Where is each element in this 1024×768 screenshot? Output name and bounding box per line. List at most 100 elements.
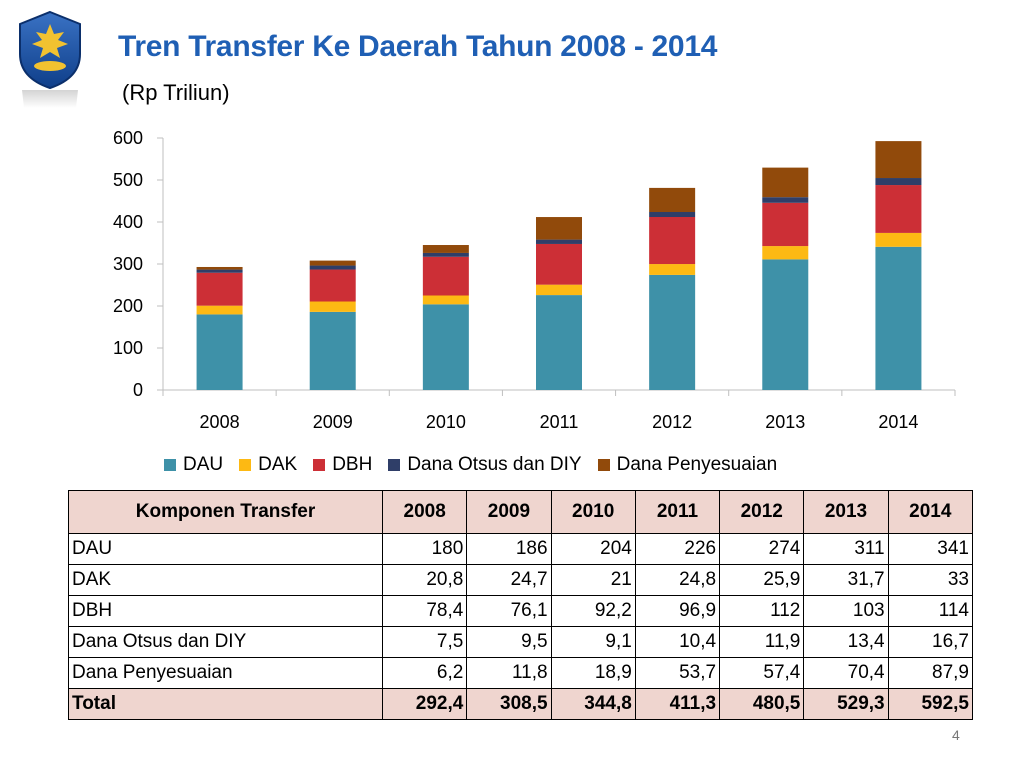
table-header-year: 2010 (550, 490, 636, 534)
value-cell: 204 (550, 533, 636, 565)
legend-item: DAK (239, 454, 297, 476)
bar-segment (196, 266, 243, 270)
bar-segment (309, 269, 356, 302)
total-value-cell: 344,8 (550, 688, 636, 720)
bar-segment (762, 167, 809, 198)
legend-swatch (239, 459, 252, 471)
bar-segment (875, 141, 922, 179)
legend-swatch (313, 459, 326, 471)
row-label-cell: Dana Otsus dan DIY (67, 626, 384, 658)
bar-segment (536, 295, 582, 390)
value-cell: 112 (719, 595, 805, 627)
value-cell: 11,9 (719, 626, 805, 658)
table-header-year: 2011 (634, 490, 721, 534)
table-row: DBH 78,4 76,1 92,2 96,9 112 103 114 (67, 595, 974, 627)
value-cell: 6,2 (382, 657, 468, 689)
bar-segment (422, 252, 469, 257)
legend-item: Dana Otsus dan DIY (388, 454, 582, 476)
page-number: 4 (952, 727, 960, 743)
legend-swatch (597, 459, 610, 471)
total-label-cell: Total (67, 688, 384, 720)
bar-segment (649, 217, 696, 265)
x-tick-label: 2011 (540, 412, 579, 432)
value-cell: 311 (803, 533, 889, 565)
value-cell: 96,9 (634, 595, 721, 627)
table-header-component: Komponen Transfer (67, 490, 384, 534)
table-row: DAK 20,8 24,7 21 24,8 25,9 31,7 33 (67, 564, 974, 596)
total-value-cell: 308,5 (466, 688, 552, 720)
value-cell: 87,9 (887, 657, 974, 689)
value-cell: 92,2 (550, 595, 636, 627)
bar-segment (422, 245, 469, 253)
bar-segment (649, 264, 696, 275)
table-header-year: 2014 (887, 490, 974, 534)
value-cell: 78,4 (382, 595, 468, 627)
table-row: Dana Otsus dan DIY 7,5 9,5 9,1 10,4 11,9 13,4 1… (67, 626, 974, 658)
table-total-row: Total 292,4 308,5 344,8 411,3 480,5 529,3 592,5 (67, 688, 974, 720)
page-title: Tren Transfer Ke Daerah Tahun 2008 - 201… (118, 30, 718, 63)
bar-segment (422, 256, 469, 296)
y-tick-label: 100 (113, 338, 143, 358)
legend-label: DBH (332, 454, 373, 475)
y-tick-label: 0 (133, 380, 143, 400)
bar-segment (309, 260, 356, 266)
value-cell: 20,8 (382, 564, 468, 596)
bar-segment (649, 212, 696, 218)
data-table: Komponen Transfer 2008 2009 2010 2011 2012 201… (67, 490, 974, 720)
bar-segment (536, 217, 582, 240)
bar-segment (762, 259, 809, 390)
legend-label: DAK (258, 454, 298, 475)
value-cell: 53,7 (634, 657, 721, 689)
legend-swatch (388, 459, 401, 471)
value-cell: 103 (803, 595, 889, 627)
y-tick-label: 500 (113, 170, 143, 190)
table-header-row: Komponen Transfer 2008 2009 2010 2011 2012 201… (67, 490, 974, 534)
value-cell: 57,4 (719, 657, 805, 689)
value-cell: 341 (887, 533, 974, 565)
legend-item: DAU (164, 454, 223, 476)
bar-segment (649, 187, 696, 213)
total-value-cell: 480,5 (719, 688, 805, 720)
table-header-year: 2013 (803, 490, 889, 534)
row-label-cell: DAU (67, 533, 384, 565)
bar-segment (196, 305, 243, 315)
bar-segment (196, 269, 243, 273)
bar-segment (762, 197, 809, 203)
y-tick-label: 400 (113, 212, 143, 232)
value-cell: 33 (887, 564, 974, 596)
value-cell: 114 (887, 595, 974, 627)
value-cell: 31,7 (803, 564, 889, 596)
value-cell: 226 (634, 533, 721, 565)
table-header-year: 2009 (466, 490, 552, 534)
bar-segment (196, 272, 243, 306)
total-value-cell: 592,5 (887, 688, 974, 720)
table-header-year: 2012 (719, 490, 805, 534)
garuda-emblem-icon (19, 10, 81, 108)
table-row: Dana Penyesuaian 6,2 11,8 18,9 53,7 57,4 70,4 8… (67, 657, 974, 689)
legend-item: DBH (313, 454, 372, 476)
bar-segment (536, 284, 582, 296)
bar-segment (762, 246, 809, 260)
legend-swatch (164, 459, 176, 471)
value-cell: 18,9 (550, 657, 636, 689)
value-cell: 16,7 (887, 626, 974, 658)
bar-segment (762, 202, 809, 247)
legend-label: DAU (183, 454, 224, 475)
bar-segment (875, 178, 922, 186)
row-label-cell: DAK (67, 564, 384, 596)
x-tick-label: 2010 (426, 412, 466, 432)
bar-segment (875, 246, 922, 390)
value-cell: 180 (382, 533, 468, 565)
bar-segment (875, 232, 922, 247)
value-cell: 10,4 (634, 626, 721, 658)
value-cell: 274 (719, 533, 805, 565)
chart-legend: DAU DAK DBH Dana Otsus dan DIY Dana Penyesua… (164, 454, 793, 476)
y-tick-label: 300 (113, 254, 143, 274)
logo (8, 8, 92, 110)
value-cell: 9,5 (466, 626, 552, 658)
value-cell: 24,8 (634, 564, 721, 596)
bar-segment (875, 185, 922, 233)
legend-label: Dana Otsus dan DIY (407, 454, 582, 475)
page-subtitle: (Rp Triliun) (122, 80, 230, 105)
value-cell: 13,4 (803, 626, 889, 658)
